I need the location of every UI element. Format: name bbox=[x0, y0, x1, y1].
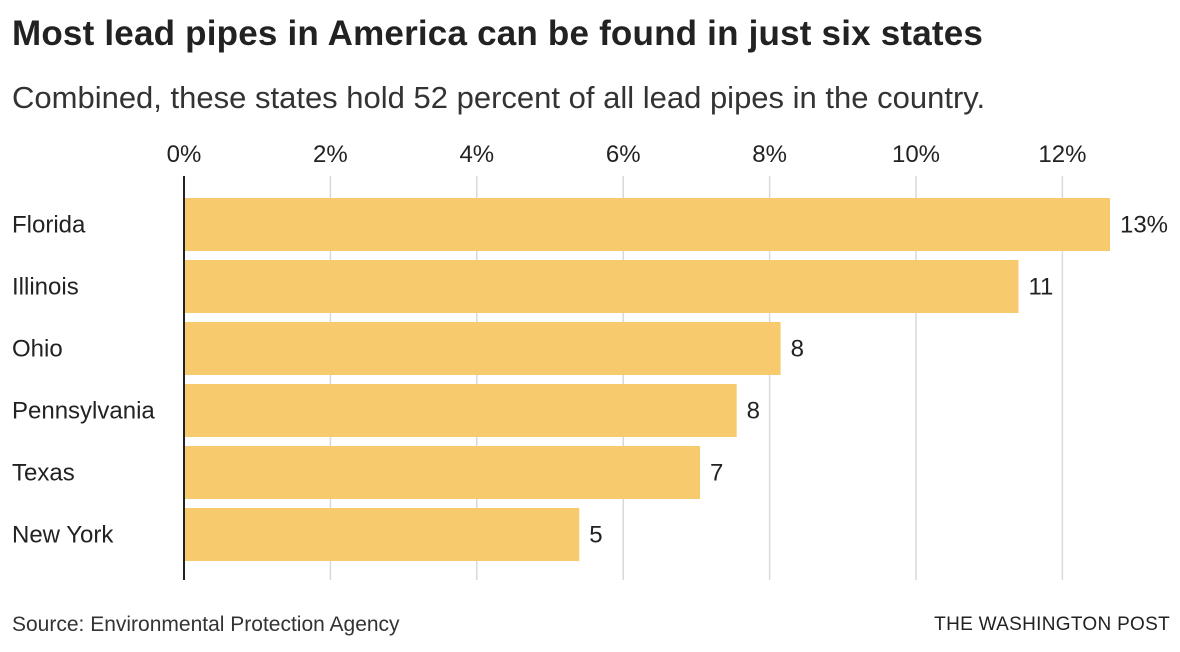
x-tick-label: 0% bbox=[167, 141, 202, 168]
chart-subtitle: Combined, these states hold 52 percent o… bbox=[12, 80, 986, 115]
publisher-credit: THE WASHINGTON POST bbox=[934, 614, 1170, 635]
bars bbox=[184, 198, 1110, 561]
category-label: Florida bbox=[12, 212, 86, 239]
bar-chart: 0% 2% 4% 6% 8% 10% 12% Florida 13% Illinois 11 Ohi… bbox=[12, 141, 1168, 580]
category-label: Pennsylvania bbox=[12, 398, 155, 425]
bar bbox=[184, 322, 781, 375]
bar bbox=[184, 508, 580, 561]
category-label: Texas bbox=[12, 460, 75, 487]
x-tick-label: 8% bbox=[752, 141, 787, 168]
x-tick-label: 6% bbox=[606, 141, 641, 168]
chart-title: Most lead pipes in America can be found … bbox=[12, 14, 984, 53]
bar bbox=[184, 260, 1019, 313]
data-label: 13% bbox=[1120, 212, 1168, 239]
data-label: 8 bbox=[791, 336, 804, 363]
x-tick-label: 10% bbox=[892, 141, 940, 168]
category-label: Ohio bbox=[12, 336, 63, 363]
bar bbox=[184, 198, 1110, 251]
x-tick-label: 4% bbox=[459, 141, 494, 168]
data-label: 11 bbox=[1028, 274, 1053, 301]
x-axis-ticks: 0% 2% 4% 6% 8% 10% 12% bbox=[167, 141, 1087, 168]
source-note: Source: Environmental Protection Agency bbox=[12, 613, 400, 636]
x-tick-label: 2% bbox=[313, 141, 348, 168]
data-label: 5 bbox=[589, 522, 602, 549]
data-label: 7 bbox=[710, 460, 723, 487]
bar bbox=[184, 384, 737, 437]
category-label: New York bbox=[12, 522, 114, 549]
data-label: 8 bbox=[747, 398, 760, 425]
bar bbox=[184, 446, 701, 499]
x-tick-label: 12% bbox=[1038, 141, 1086, 168]
category-label: Illinois bbox=[12, 274, 79, 301]
labels: Florida 13% Illinois 11 Ohio 8 Pennsylvania 8 Te… bbox=[12, 212, 1168, 549]
